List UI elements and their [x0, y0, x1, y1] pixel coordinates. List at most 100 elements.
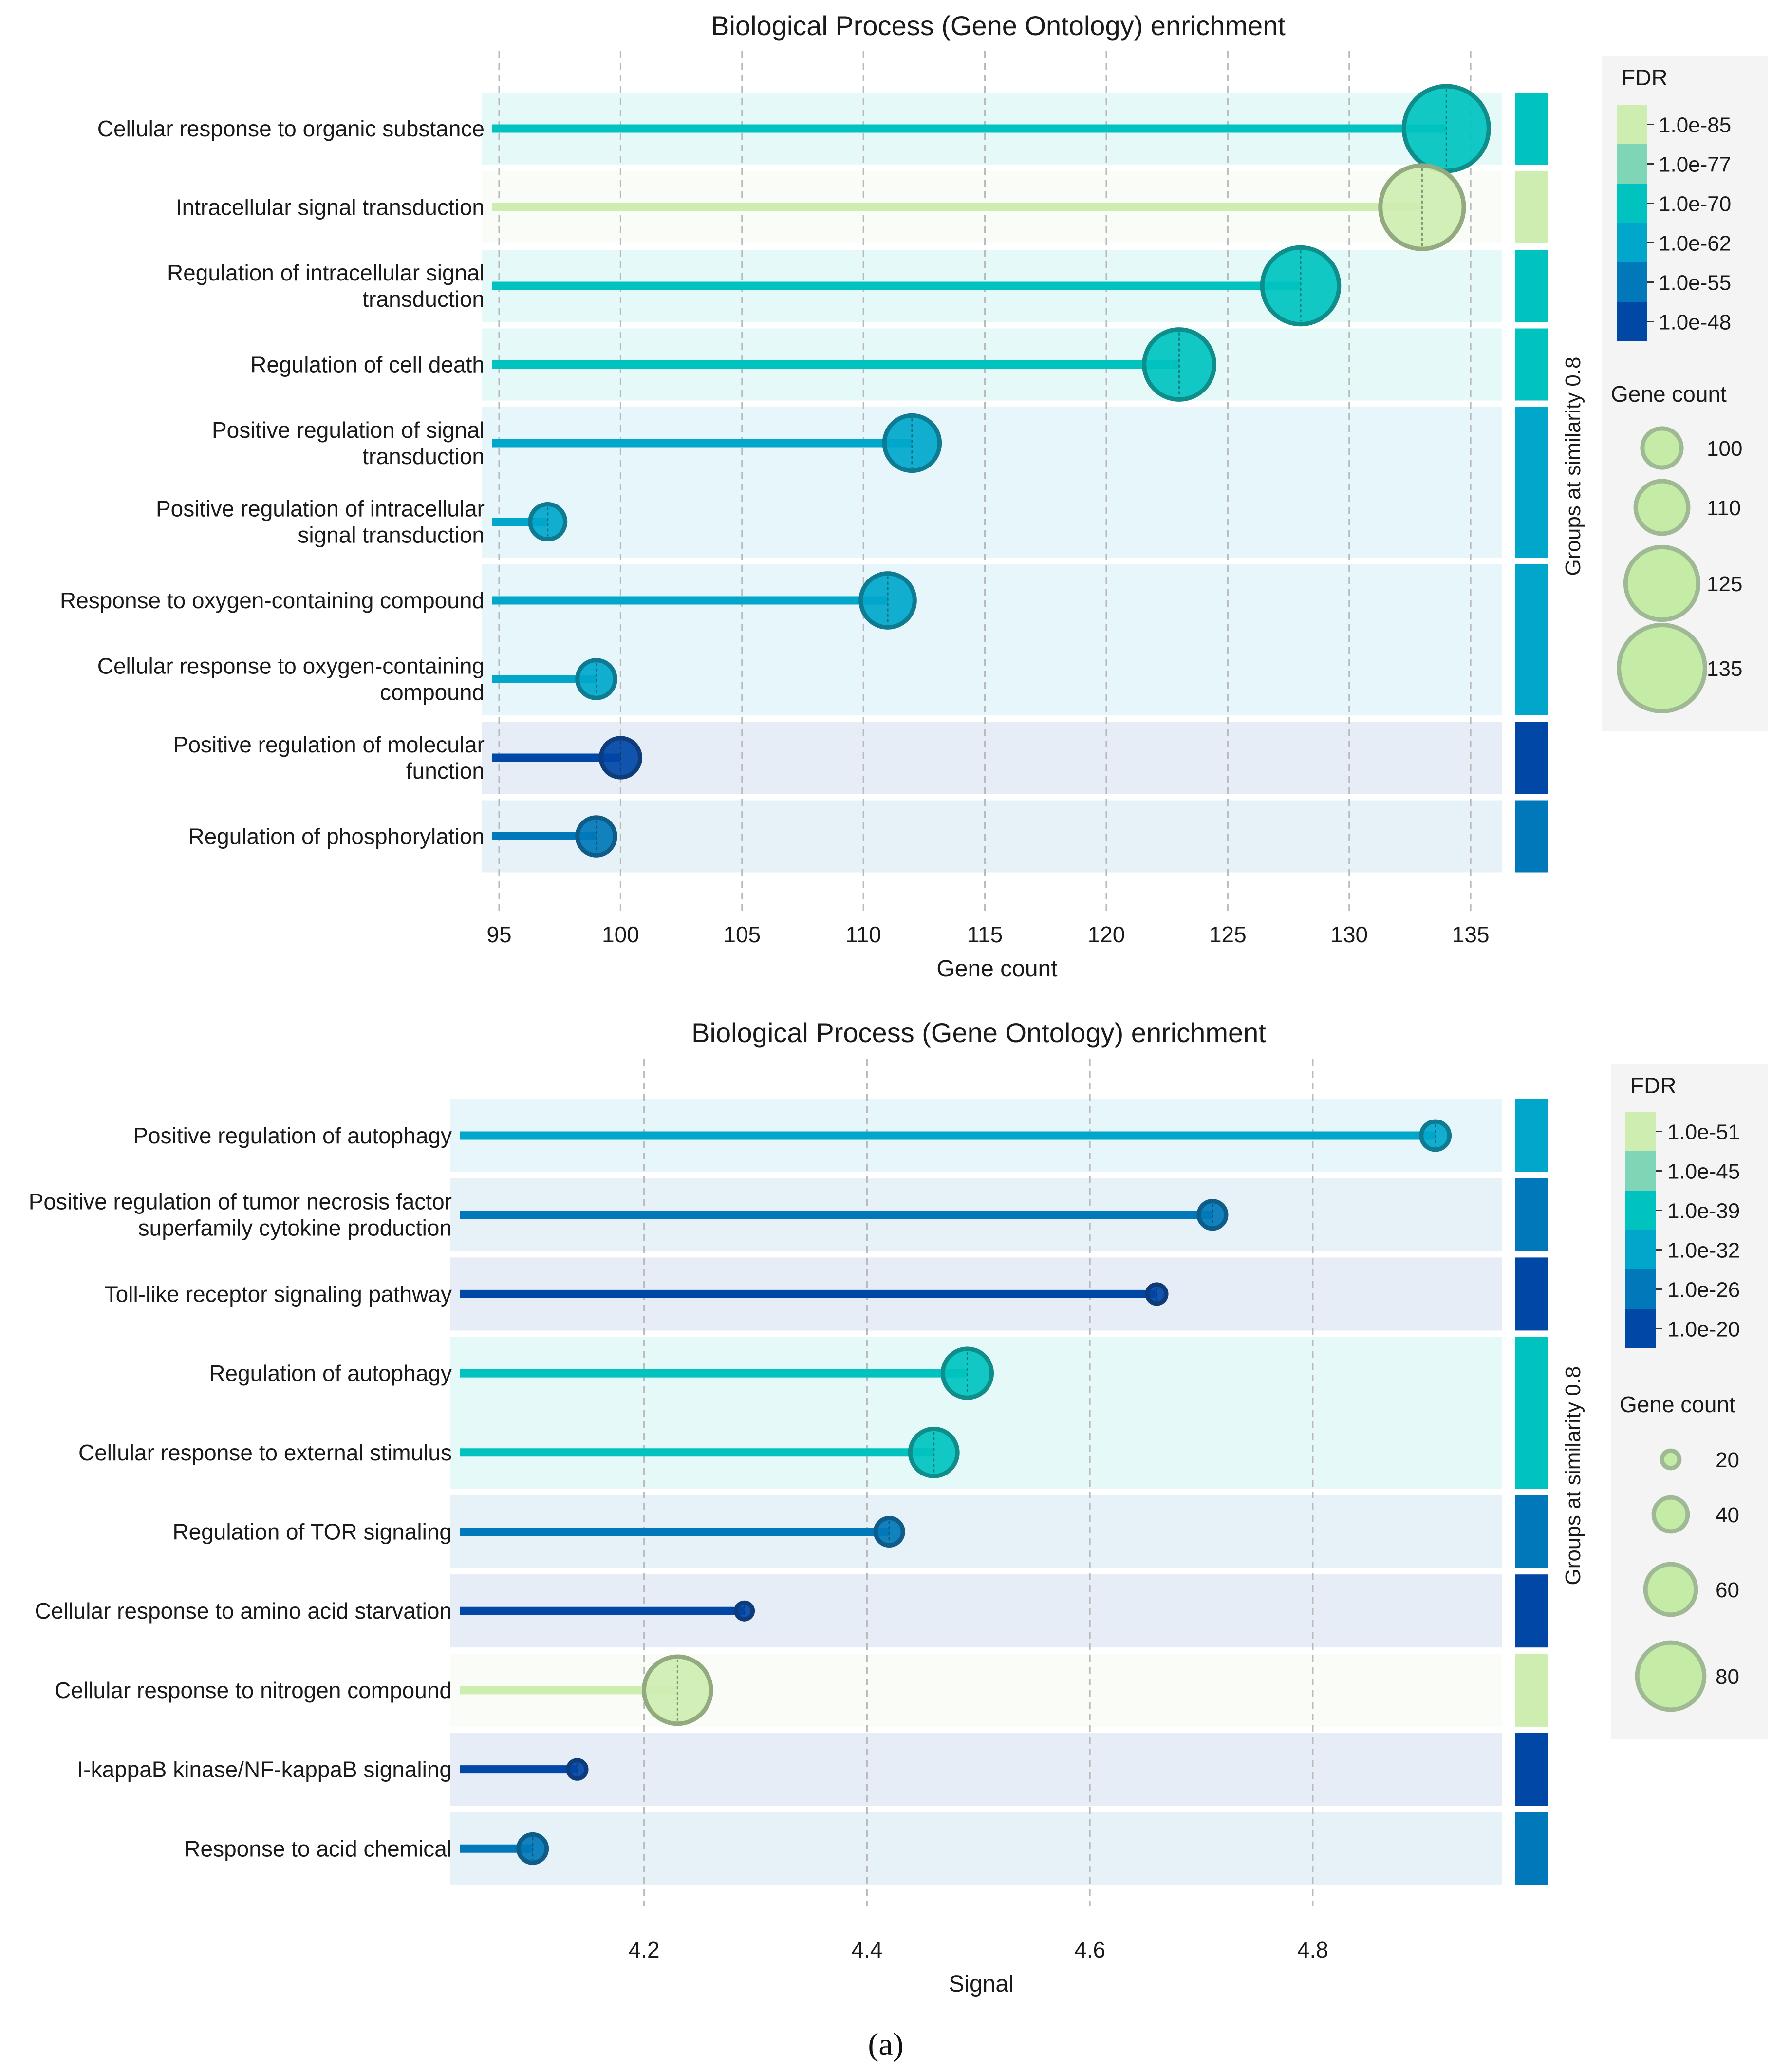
gene-count-size-marker	[1643, 1562, 1698, 1617]
term-label-line: Regulation of TOR signaling	[172, 1519, 452, 1545]
row-bands	[482, 93, 1502, 873]
fdr-legend-label: 1.0e-39	[1667, 1199, 1740, 1223]
fdr-legend-label: 1.0e-62	[1659, 232, 1731, 256]
y-axis-term-label: Response to acid chemical	[184, 1836, 452, 1861]
gene-count-legend-label: 110	[1707, 496, 1741, 520]
x-tick-label: 4.6	[1074, 1937, 1105, 1962]
term-label-line: Response to oxygen-containing compound	[60, 588, 485, 613]
term-label-line: Positive regulation of molecular	[173, 732, 485, 757]
group-band	[482, 407, 1502, 558]
x-tick-label: 125	[1209, 922, 1247, 947]
term-label-line: signal transduction	[298, 523, 485, 548]
y-axis-term-label: Toll-like receptor signaling pathway	[105, 1281, 452, 1307]
fdr-swatch	[1625, 1269, 1656, 1309]
term-label-line: Cellular response to nitrogen compound	[55, 1678, 452, 1703]
lollipop-dot	[882, 413, 942, 473]
y-axis-term-label: Regulation of autophagy	[209, 1361, 452, 1386]
gene-count-size-marker	[1651, 1495, 1690, 1534]
x-tick-label: 4.4	[851, 1937, 882, 1962]
y-axis-term-label: Positive regulation of signal transductio…	[212, 417, 485, 469]
x-tick-label: 4.2	[629, 1937, 660, 1962]
y-axis-term-label: Positive regulation of intracellular sign…	[156, 496, 485, 548]
x-gridlines	[498, 51, 1472, 911]
fdr-legend-label: 1.0e-26	[1667, 1278, 1740, 1302]
x-tick-label: 120	[1088, 922, 1125, 947]
fdr-swatch	[1625, 1230, 1656, 1269]
fdr-swatch	[1617, 223, 1647, 262]
gene-count-legend-label: 135	[1707, 657, 1742, 681]
fdr-legend-label: 1.0e-70	[1659, 192, 1731, 216]
y-axis-term-label: Regulation of intracellular signal transd…	[167, 260, 485, 312]
group-color-block	[1515, 1178, 1548, 1251]
group-color-block	[1515, 1495, 1548, 1568]
x-tick-label: 135	[1452, 922, 1490, 947]
term-label-line: Intracellular signal transduction	[176, 195, 485, 220]
term-label-line: Toll-like receptor signaling pathway	[105, 1281, 452, 1307]
fdr-legend-label: 1.0e-32	[1667, 1239, 1740, 1263]
y-axis-term-label: Positive regulation of molecular function	[173, 732, 485, 784]
fdr-legend-label: 1.0e-20	[1667, 1318, 1740, 1342]
y-axis-term-label: Regulation of TOR signaling	[172, 1519, 452, 1545]
group-color-block	[1515, 1257, 1548, 1331]
term-label-line: Cellular response to amino acid starvati…	[35, 1598, 452, 1624]
y-axis-term-label: Regulation of cell death	[250, 352, 485, 377]
fdr-swatch	[1617, 302, 1647, 341]
y-axis-term-label: Positive regulation of tumor necrosis fa…	[29, 1189, 452, 1241]
y-axis-labels: Positive regulation of autophagy Positive…	[29, 1123, 452, 1861]
group-axis-label: Groups at similarity 0.8	[1561, 357, 1585, 576]
gene-count-legend-label: 20	[1716, 1448, 1739, 1472]
group-band	[482, 800, 1502, 873]
term-label-line: Regulation of intracellular signal	[167, 260, 485, 285]
lollipop-dot	[1142, 327, 1216, 402]
x-tick-label: 105	[723, 922, 761, 947]
gene-count-size-marker	[1633, 479, 1691, 536]
gene-count-legend-label: 40	[1716, 1503, 1739, 1527]
fdr-swatch	[1625, 1309, 1656, 1348]
fdr-swatch	[1617, 105, 1647, 144]
term-label-line: Positive regulation of autophagy	[133, 1123, 452, 1148]
gene-count-legend-label: 100	[1707, 437, 1742, 461]
legend: FDR 1.0e-51 1.0e-45 1.0e-39 1.0e-32 1.0e-26 1.…	[1611, 1064, 1768, 1739]
x-tick-label: 115	[967, 922, 1003, 947]
y-axis-term-label: Positive regulation of autophagy	[133, 1123, 452, 1148]
group-color-block	[1515, 407, 1548, 558]
lollipop-series	[492, 84, 1491, 858]
fdr-swatch	[1625, 1112, 1656, 1151]
gene-count-size-marker	[1640, 426, 1684, 470]
group-band	[450, 1812, 1502, 1885]
term-label-line: Regulation of cell death	[250, 352, 485, 377]
fdr-swatch	[1617, 144, 1647, 184]
group-color-block	[1515, 93, 1548, 165]
term-label-line: Response to acid chemical	[184, 1836, 452, 1861]
fdr-legend-title: FDR	[1630, 1073, 1677, 1098]
group-color-block	[1515, 171, 1548, 243]
group-strip	[1515, 93, 1548, 873]
term-label-line: Positive regulation of intracellular	[156, 496, 485, 522]
fdr-swatch	[1625, 1151, 1656, 1191]
fdr-swatch	[1617, 262, 1647, 302]
group-strip	[1515, 1099, 1548, 1885]
y-axis-term-label: Intracellular signal transduction	[176, 195, 485, 220]
term-label-line: Cellular response to oxygen-containing	[97, 653, 485, 679]
lollipop-series	[460, 1119, 1452, 1865]
term-label-line: transduction	[362, 286, 485, 312]
lollipop-dot	[575, 815, 617, 858]
term-label-line: Regulation of autophagy	[209, 1361, 452, 1386]
chart-title: Biological Process (Gene Ontology) enric…	[711, 10, 1286, 41]
fdr-legend-label: 1.0e-85	[1659, 113, 1731, 137]
group-color-block	[1515, 250, 1548, 322]
y-axis-term-label: Cellular response to nitrogen compound	[55, 1678, 452, 1703]
fdr-legend-label: 1.0e-48	[1659, 311, 1731, 335]
lollipop-dot	[1260, 245, 1342, 327]
group-color-block	[1515, 800, 1548, 873]
x-tick-label: 95	[486, 922, 511, 947]
group-color-block	[1515, 1099, 1548, 1172]
x-axis-ticks: 4.2 4.4 4.6 4.8	[629, 1937, 1328, 1962]
gene-count-size-marker	[1635, 1640, 1707, 1712]
group-band	[482, 564, 1502, 715]
term-label-line: I-kappaB kinase/NF-kappaB signaling	[77, 1757, 452, 1782]
term-label-line: Cellular response to external stimulus	[78, 1440, 452, 1465]
fdr-swatch	[1617, 184, 1647, 223]
figure-caption: (a)	[868, 2027, 903, 2062]
